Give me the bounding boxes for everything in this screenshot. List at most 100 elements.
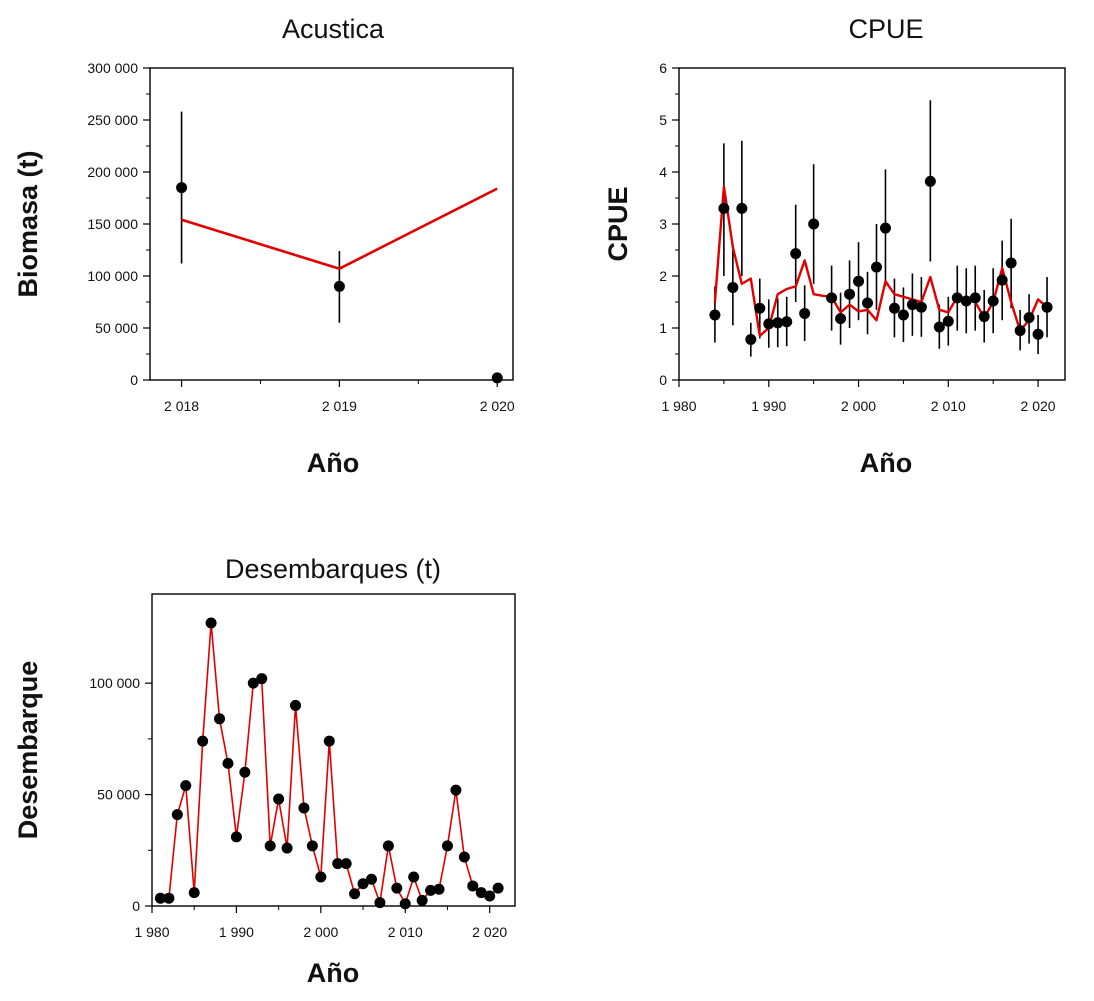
cpue-data-point xyxy=(835,313,847,325)
desembarques-data-point xyxy=(382,840,394,852)
cpue-panel: CPUE Año CPUE 0 1 2 3 4 5 6 1 980 1 990 2 000 2 01… xyxy=(603,14,1066,478)
cpue-ytick-label: 5 xyxy=(659,112,667,128)
cpue-ytick-label: 0 xyxy=(659,372,667,388)
desembarques-data-point xyxy=(273,793,285,805)
desembarques-data-point xyxy=(349,888,361,900)
cpue-ylabel: CPUE xyxy=(603,186,633,261)
desembarques-data-point xyxy=(197,735,209,747)
cpue-data-point xyxy=(1014,325,1026,337)
cpue-xlabel: Año xyxy=(860,448,912,478)
acustica-data-point xyxy=(176,182,188,194)
acustica-series-line xyxy=(181,187,498,271)
cpue-title: CPUE xyxy=(848,14,923,44)
cpue-data-point xyxy=(924,175,936,187)
cpue-data-point xyxy=(763,318,775,330)
cpue-data-point xyxy=(951,292,963,304)
acustica-ytick-label: 0 xyxy=(130,372,138,388)
desembarques-data-point xyxy=(399,898,411,910)
cpue-data-point xyxy=(826,292,838,304)
desembarques-data-point xyxy=(433,883,445,895)
desembarques-data-point xyxy=(281,842,293,854)
cpue-data-point xyxy=(1032,328,1044,340)
desembarques-data-point xyxy=(484,890,496,902)
cpue-data-point xyxy=(844,288,856,300)
cpue-data-point xyxy=(799,307,811,319)
cpue-data-point xyxy=(942,315,954,327)
desembarques-data-point xyxy=(264,840,276,852)
acustica-ytick-label: 50 000 xyxy=(95,320,138,336)
desembarques-data-point xyxy=(332,858,344,870)
desembarques-data-point xyxy=(391,882,403,894)
desembarques-plot-frame xyxy=(151,593,516,907)
acustica-data-point xyxy=(491,372,503,384)
desembarques-xtick-label: 2 020 xyxy=(472,924,507,940)
desembarques-data-point xyxy=(323,735,335,747)
cpue-data-point xyxy=(897,309,909,321)
desembarques-data-point xyxy=(450,784,462,796)
desembarques-data-point xyxy=(365,873,377,885)
acustica-ytick-label: 300 000 xyxy=(87,60,138,76)
desembarques-panel: Desembarques (t) Año Desembarque 0 50 000… xyxy=(13,554,516,988)
cpue-data-point xyxy=(933,321,945,333)
desembarques-data-point xyxy=(374,897,386,909)
cpue-data-point xyxy=(978,311,990,323)
cpue-xtick-label: 1 980 xyxy=(661,398,696,414)
cpue-ytick-label: 6 xyxy=(659,60,667,76)
cpue-data-point xyxy=(879,222,891,234)
desembarques-xtick-label: 1 990 xyxy=(219,924,254,940)
desembarques-data-point xyxy=(458,851,470,863)
cpue-data-point xyxy=(969,292,981,304)
cpue-ytick-label: 1 xyxy=(659,320,667,336)
desembarques-xtick-label: 2 000 xyxy=(303,924,338,940)
desembarques-ytick-label: 100 000 xyxy=(89,675,140,691)
cpue-data-point xyxy=(745,333,757,345)
desembarques-data-point xyxy=(163,892,175,904)
desembarques-data-point xyxy=(340,858,352,870)
acustica-ytick-label: 100 000 xyxy=(87,268,138,284)
acustica-ylabel: Biomasa (t) xyxy=(13,150,43,297)
desembarques-data-point xyxy=(467,880,479,892)
cpue-data-point xyxy=(727,281,739,293)
desembarques-data-point xyxy=(315,871,327,883)
desembarques-data-point xyxy=(239,766,251,778)
desembarques-data-point xyxy=(256,673,268,685)
cpue-data-point xyxy=(709,309,721,321)
cpue-data-point xyxy=(808,218,820,230)
cpue-xtick-label: 2 000 xyxy=(841,398,876,414)
desembarques-data-point xyxy=(357,878,369,890)
acustica-xtick-label: 2 018 xyxy=(164,398,199,414)
acustica-ytick-label: 150 000 xyxy=(87,216,138,232)
cpue-data-point xyxy=(754,302,766,314)
desembarques-data-point xyxy=(222,757,234,769)
desembarques-data-point xyxy=(154,892,166,904)
cpue-data-point xyxy=(906,299,918,311)
cpue-xtick-label: 2 010 xyxy=(931,398,966,414)
cpue-data-point xyxy=(915,301,927,313)
acustica-ytick-label: 200 000 xyxy=(87,164,138,180)
cpue-data-point xyxy=(862,297,874,309)
desembarques-data-point xyxy=(188,887,200,899)
desembarques-data-point xyxy=(408,871,420,883)
desembarques-data-point xyxy=(441,840,453,852)
acustica-xlabel: Año xyxy=(307,448,359,478)
cpue-ytick-label: 4 xyxy=(659,164,667,180)
cpue-data-point xyxy=(853,275,865,287)
desembarques-ylabel: Desembarque xyxy=(13,661,43,840)
desembarques-data-point xyxy=(475,887,487,899)
acustica-xtick-label: 2 019 xyxy=(322,398,357,414)
cpue-series-line xyxy=(713,185,1048,337)
cpue-data-point xyxy=(960,295,972,307)
cpue-data-point xyxy=(987,295,999,307)
desembarques-xlabel: Año xyxy=(307,958,359,988)
cpue-xtick-label: 1 990 xyxy=(751,398,786,414)
desembarques-ytick-label: 0 xyxy=(132,898,140,914)
desembarques-data-point xyxy=(247,677,259,689)
cpue-ytick-label: 2 xyxy=(659,268,667,284)
desembarques-data-point xyxy=(205,617,217,629)
desembarques-xtick-label: 1 980 xyxy=(134,924,169,940)
desembarques-data-point xyxy=(306,840,318,852)
cpue-ytick-label: 3 xyxy=(659,216,667,232)
acustica-ytick-label: 250 000 xyxy=(87,112,138,128)
acustica-xtick-label: 2 020 xyxy=(480,398,515,414)
